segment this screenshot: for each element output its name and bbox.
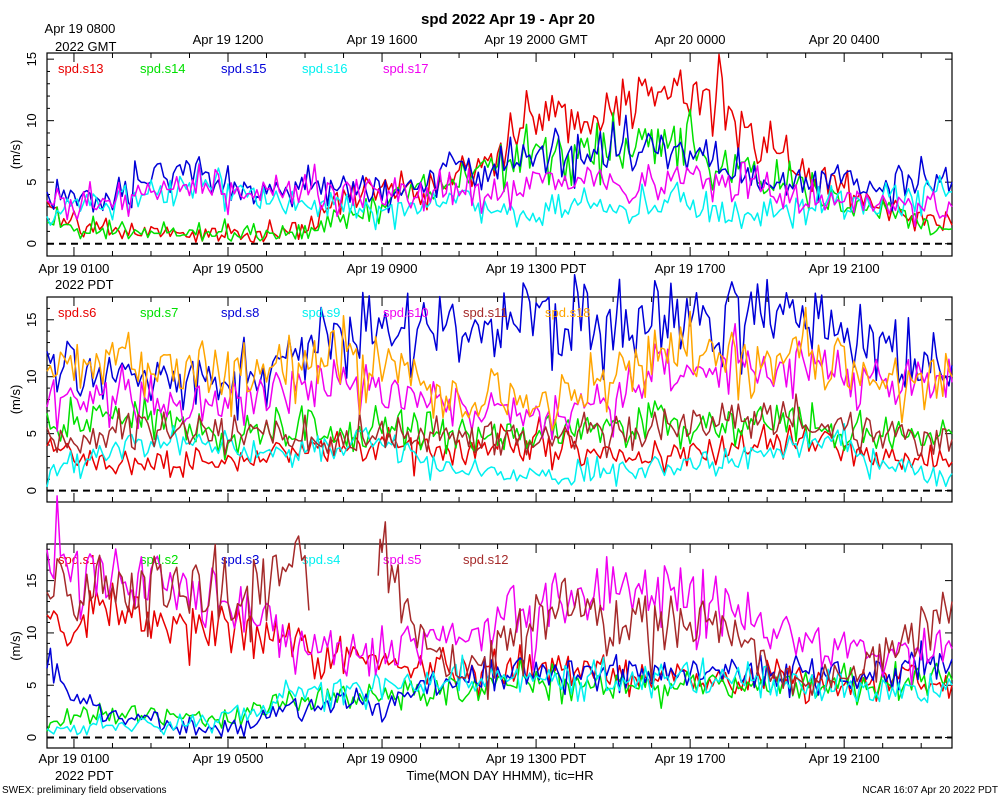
pdt-year-label-top: 2022 PDT (55, 277, 114, 292)
gmt-tick-label-1: Apr 19 1200 (193, 32, 264, 47)
panel-3-ytick-label-1: 5 (24, 682, 39, 689)
panel-2-ylabel: (m/s) (8, 385, 23, 415)
panel-2-ytick-label-0: 0 (24, 487, 39, 494)
panels-layer: Apr 19 0800 Apr 19 1200 Apr 19 1600 Apr 19 … (8, 21, 953, 766)
panel-1-ytick-label-0: 0 (24, 240, 39, 247)
gmt-tick-label-2: Apr 19 1600 (347, 32, 418, 47)
legend-spd-s2: spd.s2 (140, 552, 178, 567)
series-line-spd-s16 (46, 162, 953, 231)
panel-1-pdt-tick-label-4: Apr 19 1700 (655, 261, 726, 276)
gmt-tick-label-5: Apr 20 0400 (809, 32, 880, 47)
panel-3-pdt-tick-label-2: Apr 19 0900 (347, 751, 418, 766)
legend-spd-s9: spd.s9 (302, 305, 340, 320)
gmt-year-label: 2022 GMT (55, 39, 116, 54)
panel-1-pdt-tick-label-0: Apr 19 0100 (39, 261, 110, 276)
series-line-spd-s4 (46, 654, 953, 736)
panel-3-frame (46, 543, 953, 749)
panel-1-ytick-label-3: 15 (24, 52, 39, 66)
series-line-spd-s8 (46, 274, 953, 421)
series-line-spd-s14 (46, 108, 953, 242)
series-line-spd-s12 (46, 521, 953, 701)
legend-spd-s4: spd.s4 (302, 552, 340, 567)
series-line-spd-s6 (46, 416, 953, 478)
panel-1-frame (46, 52, 953, 257)
footer-note-right: NCAR 16:07 Apr 20 2022 PDT (862, 785, 998, 796)
panel-1-pdt-tick-label-3: Apr 19 1300 PDT (486, 261, 587, 276)
legend-spd-s11: spd.s11 (463, 305, 508, 320)
panel-3: 0 5 10 15 (m/s) Apr 19 0100 Apr 19 0500 Apr 19 … (8, 495, 953, 766)
legend-spd-s6: spd.s6 (58, 305, 96, 320)
panel-3-pdt-tick-label-0: Apr 19 0100 (39, 751, 110, 766)
panel-3-ytick-label-0: 0 (24, 734, 39, 741)
panel-2: 0 5 10 15 (m/s) spd.s6 spd.s7 spd.s8 spd.s9 spd.s… (8, 274, 953, 503)
series-line-spd-s18 (46, 306, 953, 432)
series-line-spd-s9 (46, 423, 953, 488)
panel-3-pdt-tick-label-5: Apr 19 2100 (809, 751, 880, 766)
legend-spd-s12: spd.s12 (463, 552, 509, 567)
panel-2-ytick-label-3: 15 (24, 313, 39, 327)
panel-3-ylabel: (m/s) (8, 631, 23, 661)
panel-3-ytick-label-2: 10 (24, 626, 39, 640)
legend-spd-s7: spd.s7 (140, 305, 178, 320)
legend-spd-s17: spd.s17 (383, 61, 429, 76)
panel-1-ylabel: (m/s) (8, 140, 23, 170)
panel-3-pdt-tick-label-4: Apr 19 1700 (655, 751, 726, 766)
legend-spd-s15: spd.s15 (221, 61, 267, 76)
gmt-tick-label-4: Apr 20 0000 (655, 32, 726, 47)
series-line-spd-s13 (46, 53, 953, 244)
series-line-spd-s1 (46, 582, 953, 705)
legend-spd-s10: spd.s10 (383, 305, 429, 320)
panel-3-pdt-tick-label-1: Apr 19 0500 (193, 751, 264, 766)
gmt-tick-label-first-upper: Apr 19 0800 (45, 21, 116, 36)
legend-spd-s13: spd.s13 (58, 61, 104, 76)
legend-spd-s16: spd.s16 (302, 61, 348, 76)
legend-spd-s14: spd.s14 (140, 61, 186, 76)
panel-1-pdt-tick-label-5: Apr 19 2100 (809, 261, 880, 276)
panel-3-ytick-label-3: 15 (24, 573, 39, 587)
legend-spd-s18: spd.s18 (545, 305, 591, 320)
panel-2-ytick-label-1: 5 (24, 430, 39, 437)
panel-1-ytick-label-2: 10 (24, 113, 39, 127)
panel-1-pdt-tick-label-2: Apr 19 0900 (347, 261, 418, 276)
series-line-spd-s17 (46, 161, 953, 228)
panel-2-ytick-label-2: 10 (24, 369, 39, 383)
series-line-spd-s10 (46, 323, 953, 441)
panel-3-pdt-tick-label-3: Apr 19 1300 PDT (486, 751, 587, 766)
panel-1-pdt-tick-label-1: Apr 19 0500 (193, 261, 264, 276)
pdt-year-label-bottom: 2022 PDT (55, 768, 114, 783)
panel-1-ytick-label-1: 5 (24, 179, 39, 186)
series-line-spd-s15 (46, 114, 953, 214)
series-line-spd-s7 (46, 396, 953, 461)
panel-1: 0 5 10 15 (m/s) Apr 19 0100 Apr 19 0500 Apr 19 … (8, 52, 953, 276)
legend-spd-s3: spd.s3 (221, 552, 259, 567)
x-axis-title: Time(MON DAY HHMM), tic=HR (406, 768, 593, 783)
gmt-tick-label-3: Apr 19 2000 GMT (484, 32, 587, 47)
series-line-spd-s3 (46, 640, 953, 738)
footer-note-left: SWEX: preliminary field observations (2, 785, 167, 796)
legend-spd-s5: spd.s5 (383, 552, 421, 567)
series-line-spd-s11 (46, 393, 953, 459)
legend-spd-s8: spd.s8 (221, 305, 259, 320)
chart-title: spd 2022 Apr 19 - Apr 20 (421, 11, 595, 28)
series-line-spd-s5 (46, 495, 953, 686)
